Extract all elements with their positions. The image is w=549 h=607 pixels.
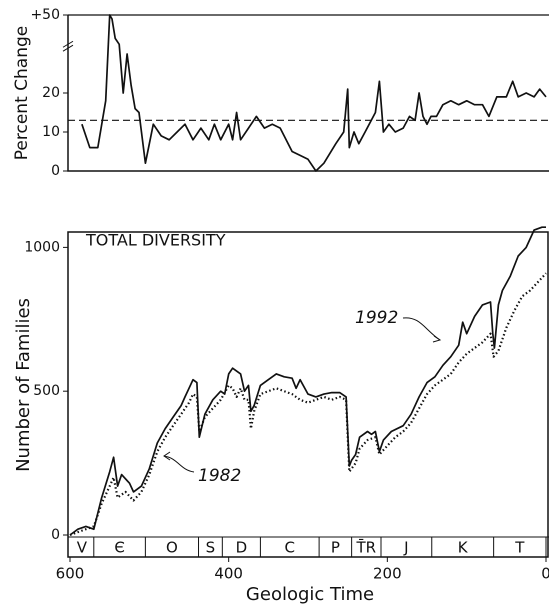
x-axis-label: Geologic Time: [246, 584, 374, 605]
annotation: TOTAL DIVERSITY: [85, 231, 226, 250]
y-tick-label: 500: [33, 383, 60, 399]
arrow-head: [163, 451, 171, 461]
y-axis-label: Percent Change: [12, 26, 32, 160]
period-label: T: [514, 539, 525, 557]
arrow: [163, 455, 195, 473]
period-label: K: [458, 539, 469, 557]
period-label: P: [331, 539, 340, 557]
period-label: T̄R: [356, 538, 377, 557]
y-tick-label: +50: [30, 7, 60, 23]
period-label: D: [236, 539, 248, 557]
y-axis-label: Number of Families: [13, 298, 34, 472]
y-tick-label: 0: [51, 527, 60, 543]
axis-break: [62, 40, 74, 52]
arrow-head: [432, 335, 442, 343]
x-tick-label: 400: [214, 565, 243, 583]
series-label: 1992: [355, 308, 398, 328]
series-label: 1982: [198, 466, 241, 486]
x-tick-label: 600: [56, 565, 85, 583]
series-line: [69, 272, 547, 537]
plot-frame: [67, 231, 549, 558]
period-label: Є: [114, 539, 124, 557]
x-tick-label: 200: [373, 565, 402, 583]
y-tick-label: 20: [42, 85, 60, 101]
period-label: S: [206, 539, 216, 557]
series-line: [81, 14, 547, 172]
period-label: J: [403, 539, 408, 557]
x-tick-label: 0: [541, 565, 549, 583]
y-tick-label: 1000: [24, 239, 60, 255]
period-label: C: [285, 539, 295, 557]
period-label: O: [166, 539, 178, 557]
period-label: V: [77, 539, 88, 557]
series-line: [69, 226, 546, 536]
y-tick-label: 0: [51, 163, 60, 179]
y-tick-label: 10: [42, 124, 60, 140]
axis: [67, 15, 549, 172]
